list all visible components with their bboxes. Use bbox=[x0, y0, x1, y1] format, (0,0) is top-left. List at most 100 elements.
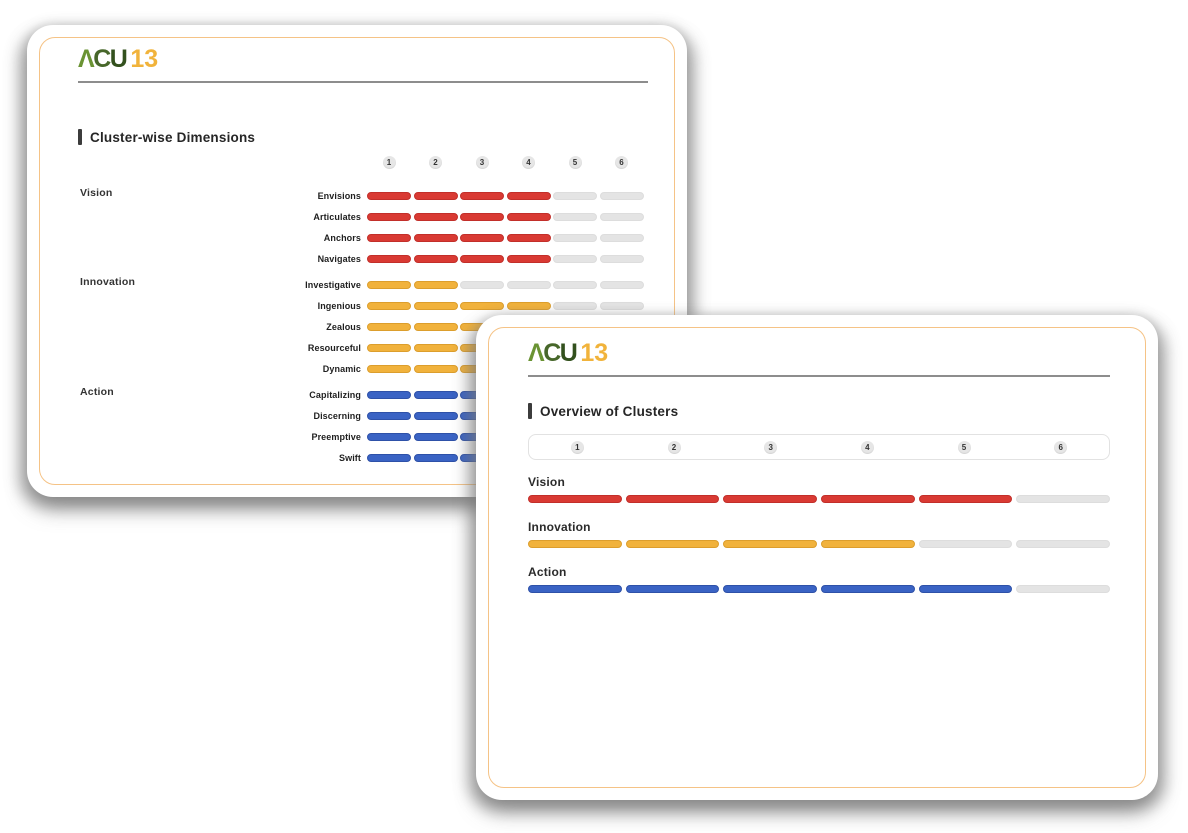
bar-segment bbox=[599, 254, 644, 263]
bar-segment bbox=[553, 301, 597, 310]
bar-segment bbox=[553, 212, 597, 221]
header-divider bbox=[78, 81, 648, 83]
overview-chart: 1 2 3 4 5 6 Vision Innovation Action bbox=[528, 434, 1111, 610]
scale-tick: 3 bbox=[764, 440, 778, 454]
bar-segment bbox=[599, 280, 644, 289]
scale-tick: 4 bbox=[860, 440, 874, 454]
bar-segment bbox=[625, 540, 720, 548]
cluster-row: Action bbox=[528, 565, 1111, 593]
dimension-label: Preemptive bbox=[311, 431, 361, 442]
logo-part: U bbox=[559, 339, 578, 367]
scale-tick: 1 bbox=[570, 440, 584, 454]
dimension-rows: Envisions Articulates Anchors Navigates bbox=[280, 185, 665, 269]
table-row: Navigates bbox=[280, 248, 665, 269]
bar-segment bbox=[821, 540, 915, 548]
tick-cell: 5 bbox=[553, 156, 597, 169]
overview-clusters-card: ΛCU 13 Overview of Clusters 1 2 3 4 5 6 Vision… bbox=[476, 315, 1158, 800]
bar-segment bbox=[723, 540, 818, 548]
bar-segment bbox=[506, 191, 551, 200]
bar-segment bbox=[723, 585, 818, 593]
cluster-name: Vision bbox=[528, 475, 565, 489]
dimension-label: Resourceful bbox=[307, 342, 361, 353]
bar-segment bbox=[367, 343, 411, 352]
bar-segment bbox=[413, 411, 458, 420]
scale-tick: 5 bbox=[957, 440, 971, 454]
bar-segment bbox=[413, 254, 458, 263]
dimension-label: Capitalizing bbox=[309, 389, 361, 400]
tick-cell: 1 bbox=[529, 440, 626, 454]
cluster-name: Vision bbox=[80, 187, 113, 199]
bar-segment bbox=[460, 254, 504, 263]
bar-segment bbox=[1016, 585, 1111, 593]
tick-cell: 1 bbox=[367, 156, 411, 169]
bar-segment bbox=[367, 254, 411, 263]
bar-segment bbox=[413, 191, 458, 200]
section-title-text: Overview of Clusters bbox=[540, 403, 679, 419]
tick-cell: 4 bbox=[507, 156, 551, 169]
bar-segment bbox=[460, 301, 504, 310]
tick-cell: 2 bbox=[626, 440, 723, 454]
cluster-name: Action bbox=[528, 565, 567, 579]
cluster-name: Innovation bbox=[80, 276, 136, 288]
bar-segment bbox=[506, 254, 551, 263]
bar-segment bbox=[506, 233, 551, 242]
rating-bar bbox=[367, 233, 665, 242]
cluster-group: Vision Envisions Articulates Anchors Navigat… bbox=[80, 185, 665, 269]
rating-bar bbox=[528, 585, 1111, 593]
tick-cell: 3 bbox=[722, 440, 819, 454]
table-row: Envisions bbox=[280, 185, 665, 206]
bar-segment bbox=[553, 233, 597, 242]
scale-tick: 2 bbox=[667, 440, 681, 454]
scale-tick: 1 bbox=[382, 156, 396, 169]
dimension-label: Zealous bbox=[326, 321, 361, 332]
scale-tick: 5 bbox=[568, 156, 582, 169]
bar-segment bbox=[413, 280, 458, 289]
bar-segment bbox=[1016, 540, 1111, 548]
bar-segment bbox=[553, 254, 597, 263]
dimension-label: Articulates bbox=[313, 211, 361, 222]
bar-segment bbox=[367, 301, 411, 310]
bar-segment bbox=[460, 212, 504, 221]
bar-segment bbox=[506, 212, 551, 221]
header-divider bbox=[528, 375, 1110, 377]
bar-segment bbox=[460, 233, 504, 242]
tick-cell: 2 bbox=[414, 156, 458, 169]
rating-bar bbox=[367, 280, 665, 289]
rating-bar bbox=[367, 254, 665, 263]
bar-segment bbox=[367, 233, 411, 242]
bar-segment bbox=[413, 301, 458, 310]
scale-tick: 4 bbox=[522, 156, 535, 169]
title-accent-bar bbox=[528, 403, 532, 419]
cluster-name: Action bbox=[80, 386, 114, 398]
bar-segment bbox=[413, 233, 458, 242]
section-title-text: Cluster-wise Dimensions bbox=[90, 129, 256, 145]
dimension-label: Investigative bbox=[305, 279, 361, 290]
cluster-row: Vision bbox=[528, 475, 1111, 503]
bar-segment bbox=[918, 495, 1013, 503]
scale-ticks: 1 2 3 4 5 6 bbox=[367, 156, 665, 169]
section-title: Overview of Clusters bbox=[528, 403, 678, 419]
bar-segment bbox=[553, 280, 597, 289]
bar-segment bbox=[367, 322, 411, 331]
logo-part: C bbox=[93, 45, 111, 73]
section-title: Cluster-wise Dimensions bbox=[78, 129, 255, 145]
bar-segment bbox=[413, 390, 458, 399]
bar-segment bbox=[625, 495, 720, 503]
bar-segment bbox=[367, 280, 411, 289]
bar-segment bbox=[367, 411, 411, 420]
bar-segment bbox=[367, 390, 411, 399]
bar-segment bbox=[821, 585, 915, 593]
bar-segment bbox=[506, 280, 551, 289]
scale-tick: 3 bbox=[475, 156, 489, 169]
bar-segment bbox=[599, 191, 644, 200]
logo-part: U bbox=[109, 45, 128, 73]
dimension-label: Ingenious bbox=[317, 300, 361, 311]
tick-cell: 3 bbox=[460, 156, 504, 169]
bar-segment bbox=[367, 191, 411, 200]
tick-cell: 5 bbox=[916, 440, 1013, 454]
table-row: Anchors bbox=[280, 227, 665, 248]
bar-segment bbox=[367, 432, 411, 441]
tick-cell: 4 bbox=[819, 440, 916, 454]
rating-bar bbox=[528, 540, 1111, 548]
